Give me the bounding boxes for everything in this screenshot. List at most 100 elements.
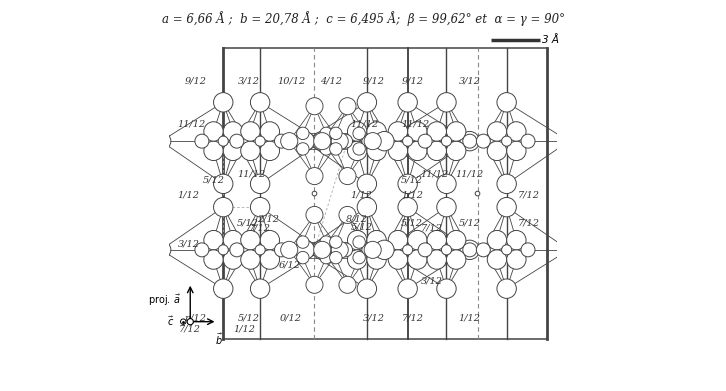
Text: 8/12: 8/12	[346, 214, 367, 223]
Circle shape	[339, 206, 356, 223]
Circle shape	[422, 243, 436, 257]
Circle shape	[260, 250, 280, 269]
Circle shape	[460, 131, 479, 151]
Circle shape	[353, 127, 365, 140]
Circle shape	[281, 241, 298, 258]
Circle shape	[255, 245, 265, 255]
Circle shape	[507, 230, 526, 250]
Circle shape	[367, 141, 386, 161]
Circle shape	[219, 136, 228, 146]
Text: 5/12: 5/12	[237, 313, 259, 322]
Circle shape	[367, 250, 386, 269]
Circle shape	[427, 230, 446, 250]
Circle shape	[223, 250, 242, 269]
Circle shape	[330, 127, 342, 140]
Circle shape	[437, 93, 456, 112]
Circle shape	[559, 131, 579, 151]
Text: 7/12: 7/12	[248, 224, 271, 233]
Circle shape	[260, 122, 280, 141]
Circle shape	[437, 174, 456, 194]
Circle shape	[297, 143, 309, 155]
Circle shape	[213, 197, 233, 217]
Text: 7/12: 7/12	[518, 218, 539, 227]
Circle shape	[260, 230, 280, 250]
Circle shape	[250, 93, 270, 112]
Circle shape	[446, 122, 466, 141]
Text: 5/12: 5/12	[401, 176, 423, 185]
Text: 10/12: 10/12	[277, 77, 306, 86]
Circle shape	[250, 174, 270, 194]
Circle shape	[507, 250, 526, 269]
Circle shape	[297, 251, 309, 264]
Text: 11/12: 11/12	[237, 170, 265, 179]
Circle shape	[331, 241, 348, 258]
Circle shape	[507, 141, 526, 161]
Circle shape	[357, 174, 377, 194]
Circle shape	[250, 197, 270, 217]
Circle shape	[502, 136, 512, 146]
Circle shape	[418, 134, 432, 148]
Circle shape	[204, 141, 223, 161]
Circle shape	[418, 243, 432, 257]
Text: 11/12: 11/12	[420, 170, 449, 179]
Circle shape	[241, 230, 260, 250]
Text: 3/12: 3/12	[177, 240, 200, 249]
Circle shape	[521, 134, 535, 148]
Circle shape	[398, 174, 417, 194]
Circle shape	[204, 250, 223, 269]
Circle shape	[497, 279, 516, 298]
Circle shape	[281, 133, 298, 150]
Circle shape	[497, 197, 516, 217]
Circle shape	[487, 230, 507, 250]
Circle shape	[297, 127, 309, 140]
Circle shape	[353, 251, 365, 264]
Text: 3/12: 3/12	[459, 77, 481, 86]
Circle shape	[152, 131, 171, 151]
Text: 3/12: 3/12	[237, 77, 259, 86]
Circle shape	[407, 230, 427, 250]
Circle shape	[306, 98, 323, 115]
Circle shape	[497, 174, 516, 194]
Text: 9/12: 9/12	[362, 77, 385, 86]
Text: 1/12: 1/12	[459, 313, 481, 322]
Circle shape	[255, 136, 265, 146]
Circle shape	[383, 134, 397, 148]
Circle shape	[487, 250, 507, 269]
Text: 5/12: 5/12	[401, 218, 423, 227]
Circle shape	[330, 143, 342, 155]
Circle shape	[230, 243, 244, 257]
Text: 5/12: 5/12	[237, 218, 259, 227]
Circle shape	[312, 131, 332, 151]
Circle shape	[330, 236, 342, 248]
Text: 4/12: 4/12	[320, 77, 342, 86]
Circle shape	[295, 131, 314, 151]
Circle shape	[187, 319, 193, 325]
Circle shape	[403, 136, 412, 146]
Circle shape	[487, 122, 507, 141]
Circle shape	[487, 141, 507, 161]
Circle shape	[362, 136, 372, 146]
Circle shape	[223, 122, 242, 141]
Circle shape	[398, 279, 417, 298]
Circle shape	[427, 122, 446, 141]
Circle shape	[357, 197, 377, 217]
Circle shape	[241, 250, 260, 269]
Circle shape	[330, 251, 342, 264]
Circle shape	[446, 230, 466, 250]
Circle shape	[223, 141, 242, 161]
Circle shape	[364, 133, 381, 150]
Text: 3/12: 3/12	[420, 276, 442, 285]
Circle shape	[521, 243, 535, 257]
Text: 5/12: 5/12	[459, 218, 481, 227]
Circle shape	[348, 141, 367, 161]
Text: 0/12: 0/12	[280, 313, 302, 322]
Circle shape	[320, 251, 333, 264]
Text: 5/12: 5/12	[351, 222, 372, 231]
Circle shape	[357, 93, 377, 112]
Circle shape	[441, 136, 452, 146]
Text: n/12: n/12	[184, 313, 206, 322]
Text: 11/12: 11/12	[351, 119, 379, 128]
Circle shape	[213, 93, 233, 112]
Circle shape	[250, 279, 270, 298]
Circle shape	[388, 122, 407, 141]
